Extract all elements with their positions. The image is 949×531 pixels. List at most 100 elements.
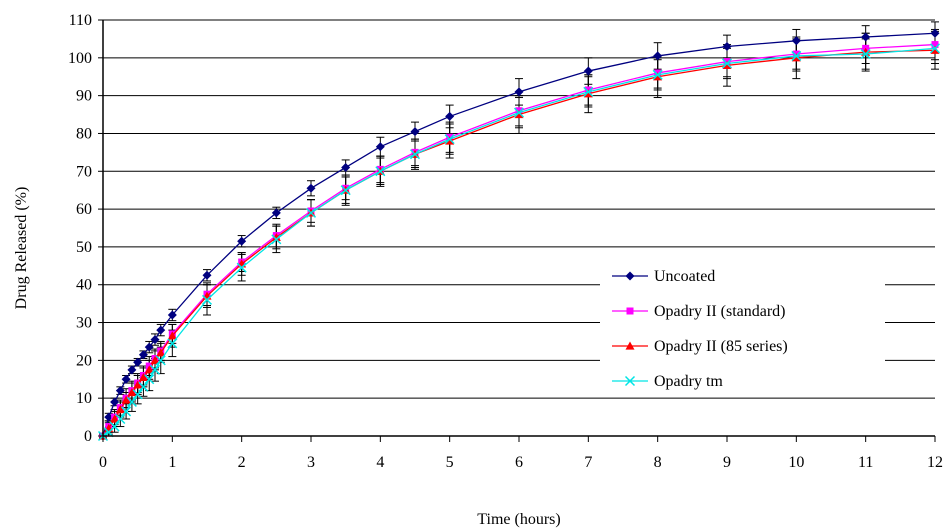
legend-marker-opadry-ii-standard [626, 307, 634, 315]
y-tick-label: 50 [76, 239, 92, 256]
x-tick-label: 10 [788, 454, 804, 471]
data-point-uncoated [237, 236, 247, 246]
data-point-opadry-ii-85-series [121, 395, 131, 404]
data-point-opadry-tm [126, 396, 137, 407]
data-point-opadry-ii-85-series [138, 372, 148, 381]
data-point-uncoated [202, 270, 212, 280]
legend-label-uncoated: Uncoated [654, 268, 715, 285]
marker-stroke [149, 364, 161, 375]
data-point-opadry-tm [583, 86, 594, 97]
marker-stroke [721, 58, 733, 69]
marker-stroke [513, 107, 525, 118]
marker-stroke [236, 262, 247, 273]
x-tick-label: 3 [307, 454, 315, 471]
x-tick-label: 12 [927, 454, 943, 471]
legend-marker-opadry-ii-85-series [625, 341, 635, 350]
data-point-uncoated [133, 357, 143, 367]
marker-stroke [167, 338, 178, 349]
data-point-uncoated [121, 374, 131, 384]
legend-label-opadry-tm: Opadry tm [654, 373, 723, 390]
marker-stroke [109, 421, 120, 432]
data-point-opadry-ii-85-series [127, 388, 137, 397]
y-tick-label: 100 [68, 50, 92, 67]
marker-stroke [121, 406, 132, 417]
series-layer [97, 28, 941, 442]
marker-stroke [652, 69, 663, 80]
data-point-opadry-ii-85-series [156, 348, 166, 357]
data-point-uncoated [115, 386, 125, 396]
data-point-opadry-tm [305, 207, 317, 218]
marker-stroke [583, 86, 594, 97]
marker-stroke [201, 294, 213, 305]
data-point-uncoated [861, 32, 871, 42]
data-point-uncoated [514, 87, 524, 97]
data-point-opadry-tm [167, 338, 178, 349]
data-point-uncoated [341, 162, 351, 172]
data-point-uncoated [138, 350, 148, 360]
data-point-opadry-ii-85-series [653, 72, 663, 81]
legend: Uncoated Opadry II (standard) Opadry II (8… [600, 262, 885, 392]
marker-stroke [409, 149, 421, 160]
data-point-opadry-tm [721, 58, 733, 69]
data-point-opadry-ii-85-series [271, 232, 281, 242]
data-point-opadry-tm [340, 185, 351, 196]
y-tick-label: 40 [76, 277, 92, 294]
y-tick-label: 90 [76, 88, 92, 105]
data-point-opadry-tm [860, 49, 871, 60]
data-point-uncoated [722, 41, 732, 51]
data-point-opadry-tm [201, 294, 213, 305]
data-point-opadry-tm [513, 107, 525, 118]
marker-stroke [444, 134, 455, 145]
data-point-uncoated [271, 208, 281, 218]
legend-marker-uncoated [625, 271, 635, 281]
data-point-opadry-tm [121, 406, 132, 417]
data-point-opadry-ii-85-series [144, 365, 154, 374]
data-point-opadry-ii-85-series [167, 331, 177, 340]
data-point-uncoated [156, 325, 166, 335]
data-point-opadry-tm [236, 262, 247, 273]
data-point-opadry-tm [149, 364, 161, 375]
marker-stroke [375, 166, 386, 177]
data-point-opadry-ii-85-series [115, 405, 125, 414]
x-tick-label: 8 [654, 454, 662, 471]
x-tick-label: 11 [858, 454, 873, 471]
marker-stroke [340, 185, 351, 196]
data-point-opadry-ii-standard [931, 41, 939, 49]
data-point-opadry-tm [132, 389, 143, 400]
legend-box [600, 262, 885, 392]
data-point-opadry-ii-85-series [133, 380, 143, 389]
x-tick-label: 1 [168, 454, 176, 471]
data-point-opadry-tm [138, 381, 149, 392]
data-point-uncoated [110, 397, 120, 407]
data-point-uncoated [791, 36, 801, 46]
legend-label-opadry-ii-standard: Opadry II (standard) [654, 303, 786, 320]
data-point-opadry-tm [791, 50, 802, 61]
data-point-opadry-tm [109, 421, 120, 432]
data-point-opadry-tm [144, 374, 155, 385]
marker-stroke [155, 355, 166, 366]
y-tick-label: 60 [76, 201, 92, 218]
data-point-opadry-ii-85-series [150, 355, 160, 364]
data-point-opadry-ii-85-series [583, 89, 593, 98]
data-point-opadry-ii-85-series [110, 414, 120, 423]
y-axis-title: Drug Released (%) [13, 187, 30, 310]
marker-stroke [929, 43, 941, 54]
data-point-opadry-tm [375, 166, 386, 177]
axes [98, 19, 936, 442]
marker-stroke [860, 49, 871, 60]
marker-stroke [624, 375, 636, 387]
x-tick-label: 4 [376, 454, 384, 471]
data-point-uncoated [653, 51, 663, 61]
data-point-uncoated [306, 183, 316, 193]
x-tick-label: 0 [99, 454, 107, 471]
data-point-opadry-ii-85-series [722, 60, 732, 69]
data-point-opadry-tm [271, 234, 282, 245]
data-point-opadry-ii-85-series [930, 45, 940, 54]
marker-stroke [791, 50, 802, 61]
data-point-opadry-tm [929, 43, 941, 54]
y-tick-label: 70 [76, 163, 92, 180]
data-point-opadry-tm [652, 69, 663, 80]
data-point-opadry-ii-85-series [791, 53, 801, 62]
marker-stroke [271, 234, 282, 245]
